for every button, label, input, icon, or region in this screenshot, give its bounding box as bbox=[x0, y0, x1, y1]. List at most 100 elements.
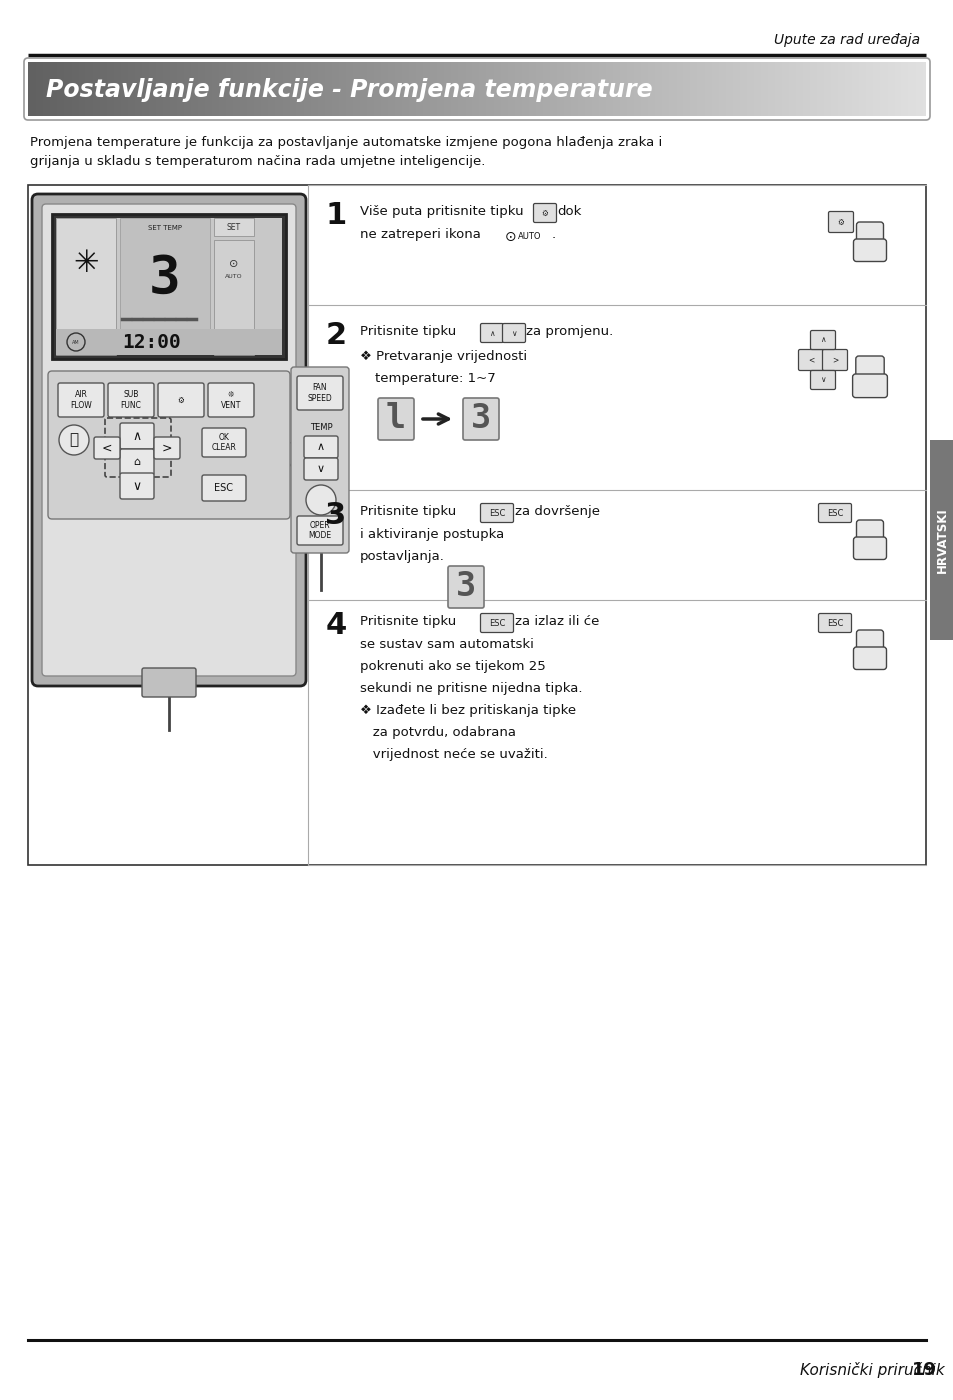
Circle shape bbox=[306, 484, 335, 515]
FancyBboxPatch shape bbox=[798, 350, 822, 371]
FancyBboxPatch shape bbox=[480, 613, 513, 633]
Bar bbox=[213, 239, 253, 356]
Text: 3: 3 bbox=[456, 571, 476, 603]
Text: 12:00: 12:00 bbox=[123, 333, 181, 351]
Text: i aktiviranje postupka: i aktiviranje postupka bbox=[359, 528, 504, 540]
Text: ∨: ∨ bbox=[511, 329, 517, 337]
FancyBboxPatch shape bbox=[48, 371, 290, 519]
Bar bbox=[929, 440, 953, 640]
FancyBboxPatch shape bbox=[856, 223, 882, 245]
FancyBboxPatch shape bbox=[480, 323, 503, 343]
Text: ⊙: ⊙ bbox=[504, 230, 517, 244]
Text: za potvrdu, odabrana: za potvrdu, odabrana bbox=[359, 727, 516, 739]
Text: ESC: ESC bbox=[826, 619, 842, 627]
FancyBboxPatch shape bbox=[208, 384, 253, 417]
Text: ∨: ∨ bbox=[132, 479, 141, 493]
FancyBboxPatch shape bbox=[377, 398, 414, 440]
Text: Postavljanje funkcije - Promjena temperature: Postavljanje funkcije - Promjena tempera… bbox=[46, 78, 652, 102]
Text: ∧: ∧ bbox=[316, 442, 325, 452]
FancyBboxPatch shape bbox=[853, 647, 885, 669]
FancyBboxPatch shape bbox=[58, 384, 104, 417]
Text: ∧: ∧ bbox=[820, 336, 825, 344]
Text: FAN
SPEED: FAN SPEED bbox=[307, 384, 332, 403]
FancyBboxPatch shape bbox=[856, 630, 882, 652]
Text: pokrenuti ako se tijekom 25: pokrenuti ako se tijekom 25 bbox=[359, 659, 545, 673]
FancyBboxPatch shape bbox=[94, 437, 120, 459]
Bar bbox=[120, 218, 210, 333]
Text: >: > bbox=[831, 356, 838, 364]
Text: ESC: ESC bbox=[488, 508, 505, 518]
Text: 3: 3 bbox=[149, 253, 181, 305]
FancyBboxPatch shape bbox=[202, 428, 246, 456]
Text: <: < bbox=[807, 356, 813, 364]
Text: ESC: ESC bbox=[488, 619, 505, 627]
Text: 2: 2 bbox=[325, 321, 346, 350]
Text: Promjena temperature je funkcija za postavljanje automatske izmjene pogona hlađe: Promjena temperature je funkcija za post… bbox=[30, 136, 661, 148]
FancyBboxPatch shape bbox=[153, 437, 180, 459]
FancyBboxPatch shape bbox=[853, 239, 885, 262]
Text: ❖ Izađete li bez pritiskanja tipke: ❖ Izađete li bez pritiskanja tipke bbox=[359, 704, 576, 717]
Text: Pritisnite tipku: Pritisnite tipku bbox=[359, 615, 456, 629]
Bar bbox=[56, 218, 282, 356]
FancyBboxPatch shape bbox=[158, 384, 204, 417]
FancyBboxPatch shape bbox=[202, 475, 246, 501]
Bar bbox=[56, 218, 116, 356]
Bar bbox=[56, 329, 282, 356]
FancyBboxPatch shape bbox=[533, 203, 556, 223]
Text: SET: SET bbox=[227, 223, 241, 231]
Text: vrijednost neće se uvažiti.: vrijednost neće se uvažiti. bbox=[359, 748, 547, 762]
Text: postavljanja.: postavljanja. bbox=[359, 550, 444, 563]
FancyBboxPatch shape bbox=[120, 449, 153, 475]
Bar bbox=[52, 214, 286, 358]
Bar bbox=[28, 185, 925, 865]
Text: se sustav sam automatski: se sustav sam automatski bbox=[359, 638, 534, 651]
Text: ⚙: ⚙ bbox=[541, 209, 548, 217]
Bar bbox=[213, 218, 253, 237]
Text: za izlaz ili će: za izlaz ili će bbox=[515, 615, 598, 629]
Text: <: < bbox=[102, 441, 112, 455]
Text: Pritisnite tipku: Pritisnite tipku bbox=[359, 505, 456, 518]
Text: 3: 3 bbox=[471, 403, 491, 435]
FancyBboxPatch shape bbox=[120, 423, 153, 449]
Text: ∧: ∧ bbox=[489, 329, 495, 337]
Text: ⚙: ⚙ bbox=[837, 217, 843, 227]
Text: grijanja u skladu s temperaturom načina rada umjetne inteligencije.: grijanja u skladu s temperaturom načina … bbox=[30, 155, 485, 168]
Text: 19: 19 bbox=[911, 1361, 936, 1379]
FancyBboxPatch shape bbox=[827, 211, 853, 232]
Text: AM: AM bbox=[72, 340, 80, 344]
FancyBboxPatch shape bbox=[853, 538, 885, 560]
FancyBboxPatch shape bbox=[120, 473, 153, 498]
FancyBboxPatch shape bbox=[855, 356, 883, 379]
FancyBboxPatch shape bbox=[502, 323, 525, 343]
FancyBboxPatch shape bbox=[462, 398, 498, 440]
FancyBboxPatch shape bbox=[108, 384, 153, 417]
Text: ❖ Pretvaranje vrijednosti: ❖ Pretvaranje vrijednosti bbox=[359, 350, 527, 363]
Text: ⏱: ⏱ bbox=[70, 433, 78, 448]
Text: Upute za rad uređaja: Upute za rad uređaja bbox=[773, 34, 919, 48]
FancyBboxPatch shape bbox=[42, 204, 295, 676]
FancyBboxPatch shape bbox=[296, 377, 343, 410]
Text: sekundi ne pritisne nijedna tipka.: sekundi ne pritisne nijedna tipka. bbox=[359, 682, 582, 694]
FancyBboxPatch shape bbox=[296, 517, 343, 545]
FancyBboxPatch shape bbox=[304, 435, 337, 458]
Text: 3: 3 bbox=[325, 501, 346, 529]
Text: l: l bbox=[386, 403, 406, 435]
Text: SET TEMP: SET TEMP bbox=[148, 225, 182, 231]
Text: TEMP: TEMP bbox=[310, 423, 332, 433]
Text: ❊
VENT: ❊ VENT bbox=[220, 391, 241, 410]
Text: za dovršenje: za dovršenje bbox=[515, 505, 599, 518]
FancyBboxPatch shape bbox=[142, 668, 195, 697]
Text: AUTO: AUTO bbox=[517, 232, 541, 241]
Text: ESC: ESC bbox=[214, 483, 233, 493]
Text: SUB
FUNC: SUB FUNC bbox=[120, 391, 141, 410]
FancyBboxPatch shape bbox=[856, 519, 882, 542]
Text: za promjenu.: za promjenu. bbox=[525, 325, 613, 337]
FancyBboxPatch shape bbox=[818, 504, 851, 522]
Circle shape bbox=[59, 426, 89, 455]
Text: ∨: ∨ bbox=[820, 375, 825, 385]
Text: ESC: ESC bbox=[826, 508, 842, 518]
FancyBboxPatch shape bbox=[810, 330, 835, 350]
FancyBboxPatch shape bbox=[32, 195, 306, 686]
Text: OK
CLEAR: OK CLEAR bbox=[212, 433, 236, 452]
Text: ⌂: ⌂ bbox=[133, 456, 140, 468]
